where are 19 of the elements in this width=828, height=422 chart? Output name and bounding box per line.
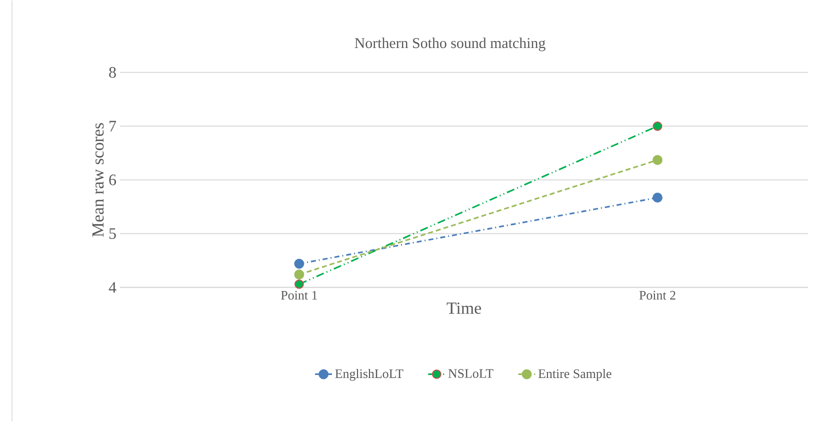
y-tick-label: 6 (109, 174, 116, 186)
point (652, 122, 662, 131)
y-tick-label: 7 (110, 121, 116, 132)
x-tick-label: Point 2 (639, 291, 676, 300)
x-tick-label: Point 1 (281, 291, 317, 300)
point (652, 155, 662, 166)
point (294, 270, 304, 280)
point (294, 258, 304, 269)
y-tick-label: 5 (109, 228, 116, 240)
legend-label: Entire Sample (538, 369, 612, 381)
chart-title: Northern Sotho sound matching (354, 38, 546, 52)
legend-label: EnglishLoLT (335, 369, 404, 381)
point (652, 192, 662, 203)
point (294, 280, 304, 289)
x-axis-title: Time (446, 302, 482, 314)
y-tick-label: 8 (109, 67, 116, 78)
y-tick-label: 4 (108, 282, 116, 293)
y-axis-title: Mean raw scores (92, 123, 104, 237)
legend-label: NSLoLT (448, 369, 494, 378)
